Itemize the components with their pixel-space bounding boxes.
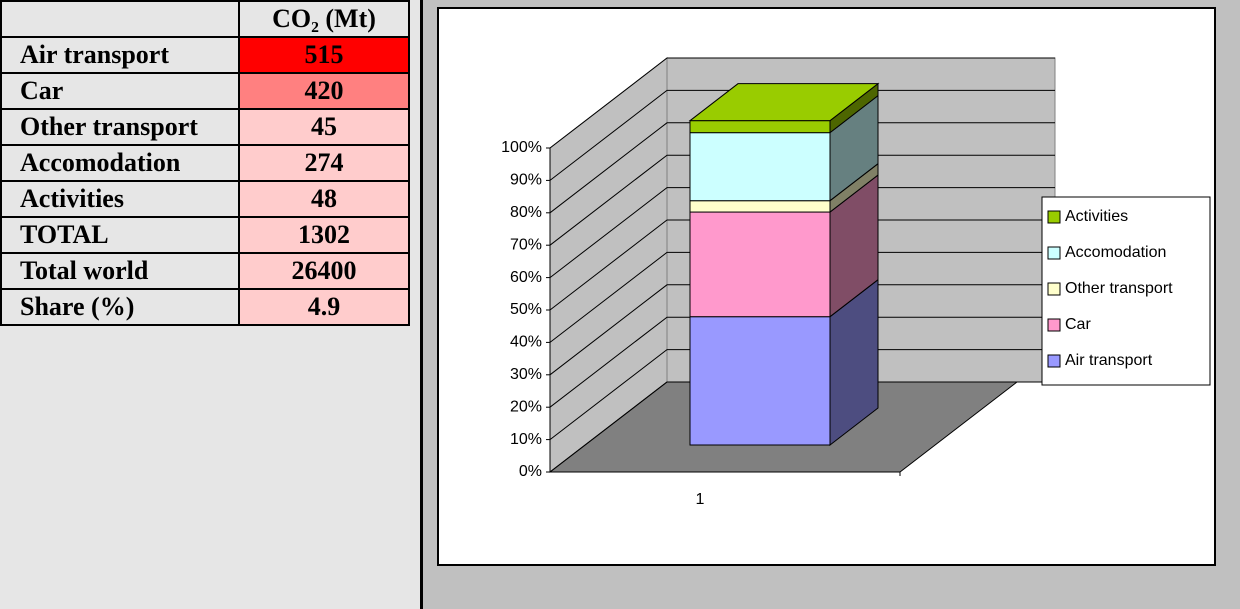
row-label: Activities [0, 180, 240, 218]
table-row: Activities 48 [0, 180, 410, 218]
grid-line [549, 89, 1055, 181]
table-row: Accomodation 274 [0, 144, 410, 182]
y-tick-label: 30% [510, 366, 542, 383]
y-tick-label: 90% [510, 172, 542, 189]
table-row: Air transport 515 [0, 36, 410, 74]
legend-box [1041, 196, 1211, 386]
bar-segment [689, 120, 831, 134]
x-tick-label: 1 [696, 491, 705, 508]
bar-segment [689, 132, 831, 202]
grid-line [549, 349, 1055, 440]
grid-line [549, 122, 1055, 214]
y-tick-label: 40% [510, 334, 542, 351]
table-row: Other transport 45 [0, 108, 410, 146]
header-cell: CO₂ (Mt) [238, 0, 410, 38]
legend-label: Air transport [1065, 352, 1153, 369]
legend-swatch [1047, 282, 1061, 296]
y-tick-label: 50% [510, 301, 542, 318]
legend-swatch [1047, 246, 1061, 260]
y-tick-label: 80% [510, 204, 542, 221]
header-empty [0, 0, 240, 38]
y-tick-label: 10% [510, 431, 542, 448]
row-label: Air transport [0, 36, 240, 74]
y-tick-label: 20% [510, 398, 542, 415]
table-panel: CO₂ (Mt) Air transport 515 Car 420 Other tra… [0, 0, 423, 609]
table-row: Share (%) 4.9 [0, 288, 410, 326]
legend-label: Accomodation [1065, 244, 1166, 261]
row-label: Total world [0, 252, 240, 290]
y-tick-label: 0% [519, 463, 542, 480]
row-label: Share (%) [0, 288, 240, 326]
grid-line [549, 316, 1055, 408]
row-value: 45 [238, 108, 410, 146]
row-value: 515 [238, 36, 410, 74]
legend-label: Activities [1065, 208, 1128, 225]
table-row: Total world 26400 [0, 252, 410, 290]
y-tick-label: 60% [510, 269, 542, 286]
grid-line [549, 381, 1055, 473]
row-value: 48 [238, 180, 410, 218]
legend-swatch [1047, 318, 1061, 332]
grid-line [549, 251, 1055, 343]
table: CO₂ (Mt) Air transport 515 Car 420 Other tra… [0, 0, 410, 326]
row-label: Accomodation [0, 144, 240, 182]
row-value: 274 [238, 144, 410, 182]
row-value: 26400 [238, 252, 410, 290]
bar-top [688, 83, 880, 122]
row-value: 1302 [238, 216, 410, 254]
grid-line [549, 154, 1055, 246]
table-body: CO₂ (Mt) Air transport 515 Car 420 Other tra… [0, 0, 410, 326]
y-tick-label: 70% [510, 236, 542, 253]
row-label: Car [0, 72, 240, 110]
grid-line [549, 57, 1055, 149]
grid-line [549, 284, 1055, 376]
bar-segment [689, 200, 831, 213]
row-label: Other transport [0, 108, 240, 146]
row-value: 4.9 [238, 288, 410, 326]
bar-segment [689, 211, 831, 318]
row-value: 420 [238, 72, 410, 110]
table-row: TOTAL 1302 [0, 216, 410, 254]
legend-swatch [1047, 210, 1061, 224]
row-label: TOTAL [0, 216, 240, 254]
bar-segment [689, 316, 831, 446]
y-tick-label: 100% [501, 139, 542, 156]
legend-label: Other transport [1065, 280, 1173, 297]
grid-line [549, 219, 1055, 311]
header-row: CO₂ (Mt) [0, 0, 410, 38]
legend-swatch [1047, 354, 1061, 368]
grid-line [549, 187, 1055, 278]
table-row: Car 420 [0, 72, 410, 110]
legend-label: Car [1065, 316, 1091, 333]
